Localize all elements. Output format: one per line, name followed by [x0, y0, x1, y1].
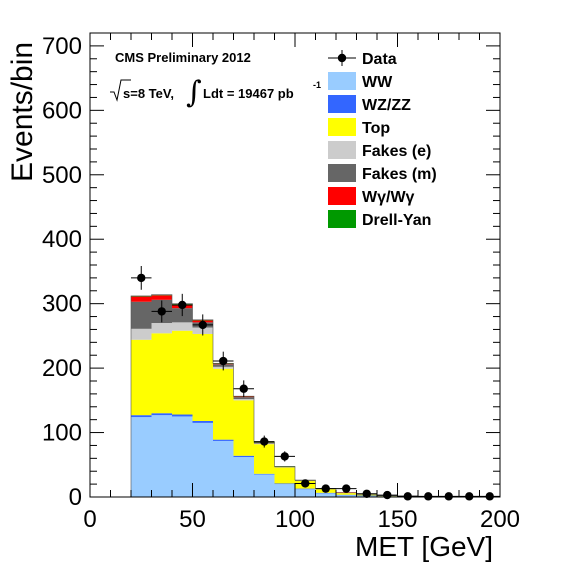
bar-wz-zz-2 [172, 415, 193, 417]
annotation-lumi-exponent: -1 [313, 80, 321, 90]
x-axis-label: MET [GeV] [355, 531, 493, 562]
bar-fakes-e--0 [131, 329, 152, 340]
legend-swatch-drell-yan [328, 210, 356, 228]
bar-wz-zz-9 [316, 493, 337, 494]
x-tick-label-150: 150 [377, 506, 417, 533]
data-point-7 [281, 452, 289, 460]
bar-wz-zz-8 [295, 489, 316, 490]
y-tick-label-700: 700 [42, 33, 82, 60]
bar-wz-zz-4 [213, 440, 234, 441]
legend-label-top: Top [362, 120, 390, 137]
data-point-5 [240, 385, 248, 393]
annotation-title: CMS Preliminary 2012 [115, 50, 251, 65]
bar-top-1 [152, 333, 173, 413]
bar-wz-zz-1 [152, 413, 173, 415]
annotation-lumi: Ldt = 19467 pb [203, 86, 294, 101]
bar-wz-zz-7 [275, 483, 296, 484]
legend-label-w-w-: Wγ/Wγ [362, 189, 415, 206]
bar-top-7 [275, 467, 296, 483]
bar-ww-8 [295, 489, 316, 497]
x-tick-label-0: 0 [83, 506, 96, 533]
x-tick-label-100: 100 [275, 506, 315, 533]
bar-wz-zz-10 [336, 495, 357, 496]
legend-label-drell-yan: Drell-Yan [362, 212, 431, 229]
y-axis-label: Events/bin [6, 42, 39, 182]
y-tick-label-200: 200 [42, 355, 82, 382]
bar-fakes-e--2 [172, 322, 193, 330]
annotation-sqrt-s: s=8 TeV, [123, 86, 174, 101]
legend-label-ww: WW [362, 74, 393, 91]
legend-swatch-fakes-e- [328, 141, 356, 159]
data-point-8 [301, 479, 309, 487]
x-tick-label-50: 50 [179, 506, 206, 533]
bar-ww-5 [234, 457, 255, 497]
bar-w-w--1 [152, 295, 173, 300]
legend-label-data: Data [362, 51, 397, 68]
data-point-13 [404, 492, 412, 500]
y-tick-label-0: 0 [69, 484, 82, 511]
bar-top-4 [213, 369, 234, 440]
data-point-14 [424, 492, 432, 500]
bar-w-w--0 [131, 297, 152, 302]
y-tick-label-100: 100 [42, 420, 82, 447]
integral-symbol-icon: ∫ [186, 75, 202, 110]
y-tick-label-400: 400 [42, 226, 82, 253]
data-point-6 [260, 437, 268, 445]
bar-top-3 [193, 334, 214, 421]
data-point-1 [158, 307, 166, 315]
legend-data-marker [338, 54, 346, 62]
bar-ww-0 [131, 417, 152, 497]
y-tick-label-300: 300 [42, 291, 82, 318]
bar-ww-9 [316, 493, 337, 497]
bar-fakes-m--0 [131, 302, 152, 329]
bar-ww-2 [172, 416, 193, 497]
bar-top-6 [254, 444, 275, 474]
bar-top-5 [234, 400, 255, 455]
bar-top-0 [131, 340, 152, 415]
bar-ww-7 [275, 484, 296, 497]
bar-fakes-e--1 [152, 323, 173, 333]
legend-label-fakes-m-: Fakes (m) [362, 166, 437, 183]
bar-ww-3 [193, 423, 214, 497]
legend-swatch-wz-zz [328, 95, 356, 113]
data-point-12 [383, 491, 391, 499]
legend-swatch-fakes-m- [328, 164, 356, 182]
bar-fakes-m--5 [234, 397, 255, 399]
bar-ww-4 [213, 441, 234, 497]
legend-swatch-top [328, 118, 356, 136]
data-point-16 [465, 492, 473, 500]
bar-wz-zz-6 [254, 474, 275, 475]
legend-label-wz-zz: WZ/ZZ [362, 97, 411, 114]
data-point-2 [178, 301, 186, 309]
bar-ww-6 [254, 474, 275, 497]
legend-swatch-w-w- [328, 187, 356, 205]
data-point-3 [199, 321, 207, 329]
legend-swatch-ww [328, 72, 356, 90]
bar-ww-1 [152, 415, 173, 497]
data-point-9 [322, 484, 330, 492]
y-tick-label-600: 600 [42, 97, 82, 124]
data-point-10 [342, 484, 350, 492]
bar-fakes-e--5 [234, 399, 255, 400]
bar-wz-zz-0 [131, 415, 152, 417]
data-point-4 [219, 357, 227, 365]
y-tick-label-500: 500 [42, 162, 82, 189]
data-point-0 [137, 274, 145, 282]
x-tick-label-200: 200 [480, 506, 520, 533]
bar-top-2 [172, 331, 193, 415]
data-point-15 [445, 492, 453, 500]
legend-label-fakes-e-: Fakes (e) [362, 143, 431, 160]
bar-wz-zz-3 [193, 421, 214, 423]
data-point-17 [486, 492, 494, 500]
bar-wz-zz-5 [234, 456, 255, 457]
